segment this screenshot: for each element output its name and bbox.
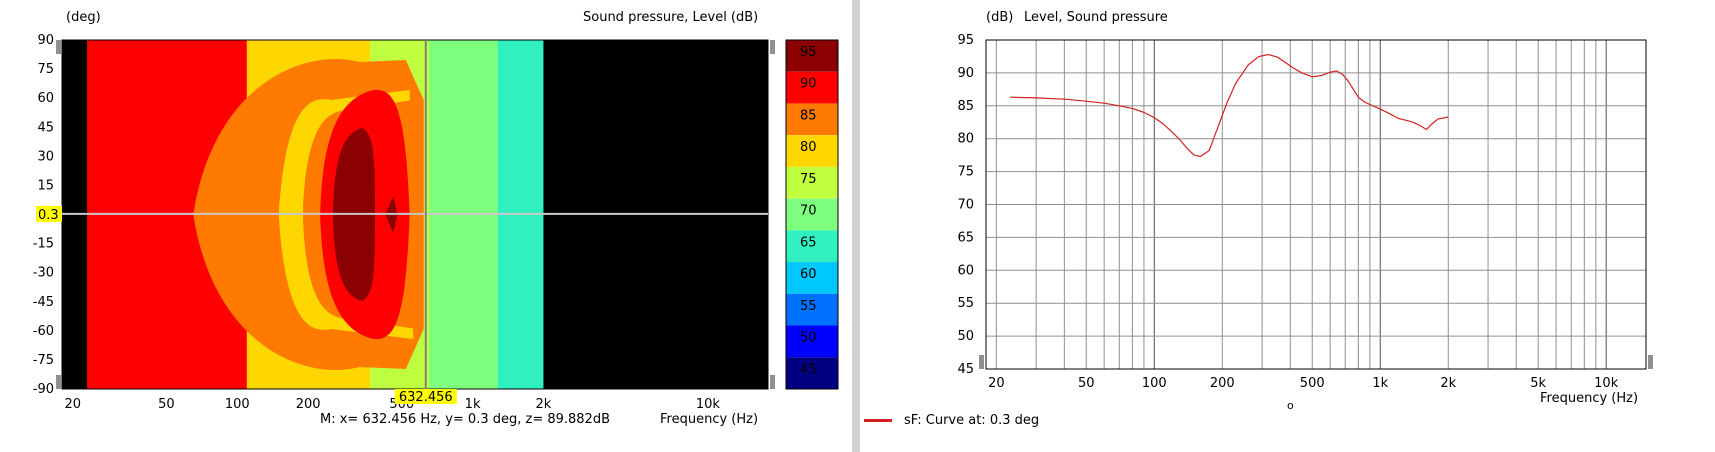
frequency-response-chart[interactable]: 95 90 85 80 75 70 65 60 55 50 45 20 50 100 200 500 1k 2k 5… [860,0,1715,452]
x-tick-label: 100 [1142,376,1167,391]
y-tick-label: 45 [37,120,54,135]
y-tick-label: 60 [957,263,974,278]
y-tick-label: 50 [957,329,974,344]
colorbar-label: 65 [800,235,817,250]
colorbar-label: 60 [800,267,817,282]
left-freq-label: Frequency (Hz) [660,412,759,427]
colorbar-band [786,40,838,72]
x-tick-label: 10k [696,397,721,412]
y-tick-label: 15 [37,178,54,193]
x-tick-label: 20 [988,376,1005,391]
axis-handle [979,355,984,369]
y-tick-label: -90 [33,382,54,397]
y-tick-label: 90 [957,66,974,81]
y-tick-label: -30 [33,266,54,281]
legend-swatch [864,419,892,422]
colorbar-band [786,293,838,326]
colorbar-label: 90 [800,77,817,92]
measure-readout: M: x= 632.456 Hz, y= 0.3 deg, z= 89.882d… [320,412,610,427]
colorbar-band [786,166,838,199]
x-tick-label: 2k [1440,376,1456,391]
y-tick-label: -60 [33,324,54,339]
y-tick-label: -45 [33,295,54,310]
colorbar-label: 85 [800,108,817,123]
colorbar-band [786,325,838,358]
y-tick-label: 95 [957,33,974,48]
colorbar-band [786,135,838,167]
colorbar-label: 55 [800,299,817,314]
y-tick-label: 55 [957,296,974,311]
left-y-unit: (deg) [66,10,101,25]
colorbar-band [786,230,838,263]
plot-frame [985,39,1647,370]
small-marker: o [1287,399,1294,412]
colorbar-band [786,262,838,294]
x-tick-label: 20 [64,397,81,412]
colorbar-band [786,198,838,231]
polar-heatmap[interactable]: 90 75 60 45 30 15 -15 -30 -45 -60 -75 -90 0.3 20 50 100… [0,0,852,452]
y-tick-label: 60 [37,91,54,106]
colorbar-label: 50 [800,331,817,346]
y-tick-label: 70 [957,198,974,213]
cursor-x-label: 632.456 [399,390,453,405]
series-line-sf [1010,53,1449,158]
axis-handle [1648,355,1653,369]
colorbar-label: 95 [800,45,817,60]
x-tick-label: 10k [1594,376,1619,391]
colorbar-band [786,103,838,136]
colorbar-label: 70 [800,204,817,219]
y-tick-label: 80 [957,132,974,147]
colorbar-band [786,71,838,104]
x-tick-label: 500 [1300,376,1325,391]
axis-handle [56,40,61,54]
cursor-x-highlight [394,389,457,404]
x-tick-label: 5k [1530,376,1546,391]
left-chart-title: Sound pressure, Level (dB) [583,10,759,25]
y-tick-label: 30 [37,149,54,164]
x-tick-label: 200 [1210,376,1235,391]
panel-splitter[interactable] [852,0,860,452]
cursor-y-label: 0.3 [38,208,59,223]
axis-handle [56,375,61,389]
y-tick-label: 75 [37,62,54,77]
y-tick-label: 75 [957,165,974,180]
y-tick-label: 90 [37,33,54,48]
x-tick-label: 50 [158,397,175,412]
x-tick-label: 100 [225,397,250,412]
legend-label[interactable]: sF: Curve at: 0.3 deg [904,413,1040,428]
colorbar-frame [785,39,839,390]
x-tick-label: 1k [1372,376,1388,391]
right-chart-title: Level, Sound pressure [1024,10,1168,25]
colorbar-label: 80 [800,140,817,155]
right-y-unit: (dB) [986,10,1014,25]
axis-handle [770,40,775,54]
cursor-y-highlight [36,205,62,222]
x-tick-label: 2k [536,397,552,412]
colorbar-label: 45 [800,362,817,377]
x-tick-label: 50 [1078,376,1095,391]
y-tick-label: 65 [957,230,974,245]
right-freq-label: Frequency (Hz) [1540,391,1639,406]
y-tick-label: 45 [957,362,974,377]
x-tick-label: 200 [296,397,321,412]
y-tick-label: -15 [33,237,54,252]
axis-handle [770,375,775,389]
y-tick-label: -75 [33,353,54,368]
y-tick-label: 85 [957,99,974,114]
colorbar-label: 75 [800,172,817,187]
colorbar-band [786,357,838,389]
x-tick-label: 1k [465,397,481,412]
